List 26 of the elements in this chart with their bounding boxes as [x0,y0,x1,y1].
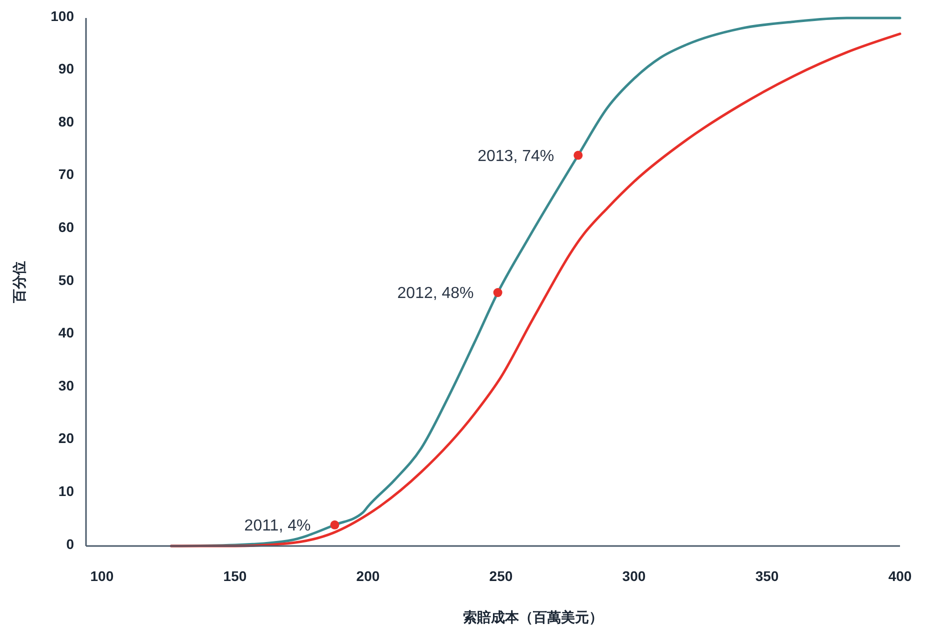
y-tick-label: 80 [58,113,74,130]
y-axis-title: 百分位 [11,261,27,304]
point [574,150,583,160]
x-tick-label: 400 [888,568,912,584]
x-tick-label: 300 [622,568,646,584]
y-tick-label: 50 [58,272,74,288]
y-tick-label: 20 [58,430,74,446]
y-tick-label: 10 [58,483,74,499]
y-tick-label: 60 [58,219,74,235]
y-tick-label: 40 [58,324,74,341]
point [330,520,340,530]
x-axis-title: 索賠成本（百萬美元） [463,609,603,625]
y-tick-label: 0 [66,536,74,552]
point [493,288,502,298]
y-tick-label: 30 [58,377,74,394]
x-tick-label: 100 [90,568,114,584]
y-tick-label: 90 [58,60,74,77]
annotation: 2013, 74% [478,148,554,165]
annotation: 2011, 4% [244,517,311,534]
annotation: 2012, 48% [397,285,474,302]
x-tick-label: 350 [755,568,779,584]
x-tick-label: 250 [489,568,513,584]
y-tick-label: 70 [58,166,74,182]
x-tick-label: 200 [356,568,380,584]
x-tick-label: 150 [223,568,247,584]
y-tick-label: 100 [50,8,74,24]
